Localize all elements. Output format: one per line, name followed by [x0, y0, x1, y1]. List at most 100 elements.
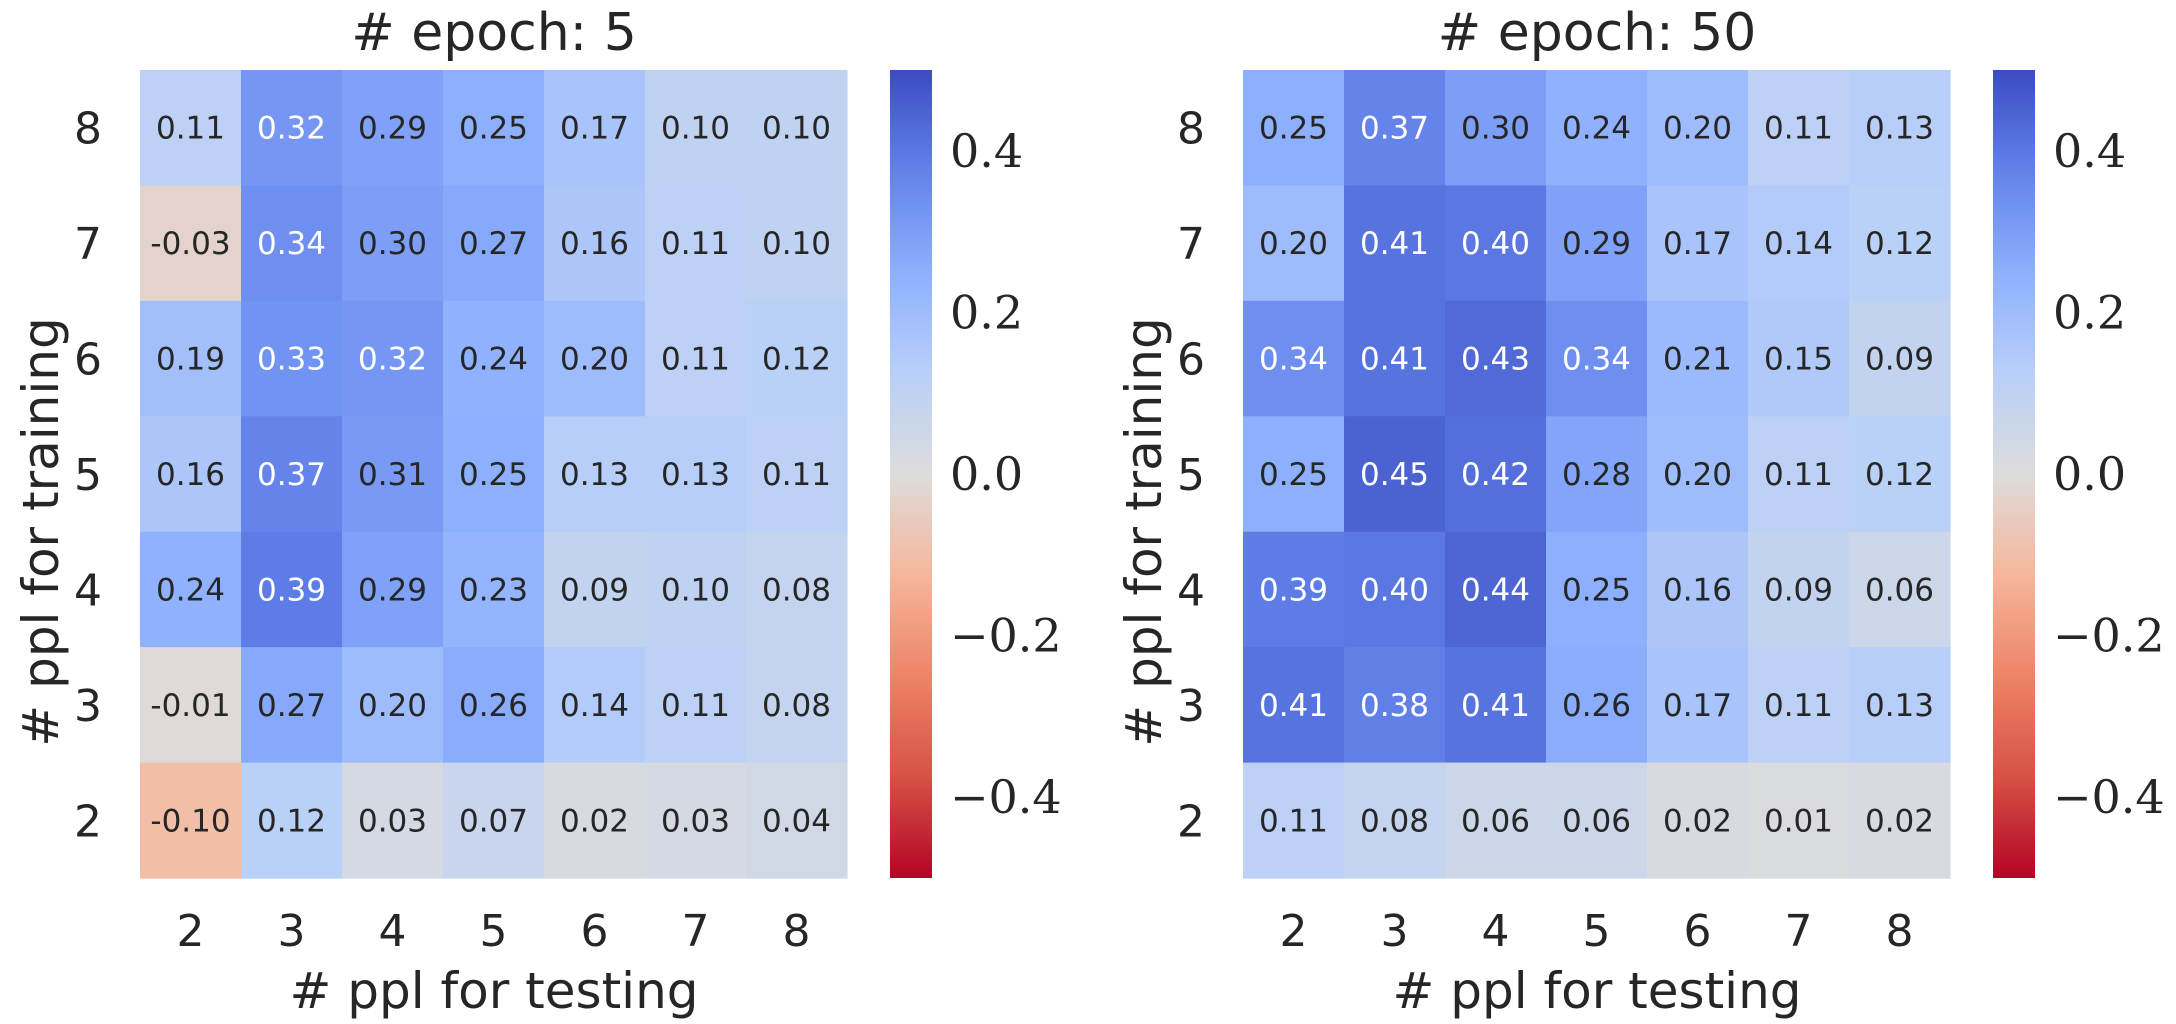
cell-value-label: 0.02: [1865, 803, 1934, 839]
y-tick-label: 4: [1177, 565, 1205, 616]
heatmap-cell: [544, 762, 646, 879]
heatmap-cell: [1243, 70, 1345, 187]
heatmap-cell: [140, 647, 242, 764]
cell-value-label: 0.06: [1461, 803, 1530, 839]
heatmap-cell: [746, 647, 848, 764]
colorbar-tick-label: −0.2: [2053, 609, 2165, 663]
cell-value-label: 0.20: [1663, 457, 1732, 493]
cell-value-label: 0.26: [1562, 688, 1631, 724]
x-tick-labels: 2 3 4 5 6 7 8: [177, 906, 811, 957]
cell-value-label: 0.16: [156, 457, 225, 493]
cell-value-label: 0.23: [459, 572, 528, 608]
heatmap-cells: 0.25 0.37 0.30 0.24 0.20 0.11 0.13 0.20 0.41 0.40…: [1243, 70, 1951, 879]
colorbar-ticks: 0.4 0.2 0.0 −0.2 −0.4: [2053, 124, 2165, 824]
cell-value-label: 0.24: [459, 342, 528, 378]
y-tick-label: 6: [1177, 335, 1205, 386]
x-tick-label: 8: [1886, 906, 1914, 957]
cell-value-label: 0.12: [257, 803, 326, 839]
heatmap-cell: [645, 416, 747, 533]
heatmap-cell: [443, 70, 545, 187]
cell-value-label: 0.20: [1259, 226, 1328, 262]
cell-value-label: 0.13: [661, 457, 730, 493]
heatmap-cell: [342, 647, 444, 764]
cell-value-label: 0.17: [1663, 226, 1732, 262]
panel-title: # epoch: 50: [1438, 3, 1757, 63]
heatmap-cell: [1748, 70, 1850, 187]
heatmap-cell: [645, 647, 747, 764]
heatmap-cell: [1546, 70, 1648, 187]
heatmap-cell: [1748, 531, 1850, 648]
cell-value-label: 0.25: [1562, 572, 1631, 608]
cell-value-label: 0.40: [1461, 226, 1530, 262]
cell-value-label: 0.08: [1360, 803, 1429, 839]
cell-value-label: 0.07: [459, 803, 528, 839]
y-tick-labels: 8 7 6 5 4 3 2: [74, 104, 102, 848]
cell-value-label: 0.41: [1461, 688, 1530, 724]
cell-value-label: 0.01: [1764, 803, 1833, 839]
cell-value-label: 0.02: [560, 803, 629, 839]
cell-value-label: 0.19: [156, 342, 225, 378]
heatmap-cell: [1546, 531, 1648, 648]
cell-value-label: 0.06: [1865, 572, 1934, 608]
cell-value-label: 0.30: [358, 226, 427, 262]
heatmap-cell: [241, 185, 343, 302]
heatmap-cell: [1849, 762, 1951, 879]
cell-value-label: 0.14: [1764, 226, 1833, 262]
cell-value-label: 0.26: [459, 688, 528, 724]
cell-value-label: 0.25: [1259, 111, 1328, 147]
heatmap-cell: [1647, 762, 1749, 879]
cell-value-label: 0.11: [1259, 803, 1328, 839]
cell-value-label: 0.27: [257, 688, 326, 724]
heatmap-cells: 0.11 0.32 0.29 0.25 0.17 0.10 0.10 -0.03 0.34 0.3…: [140, 70, 848, 879]
heatmap-cell: [1748, 185, 1850, 302]
cell-value-label: 0.41: [1360, 226, 1429, 262]
heatmap-cell: [645, 185, 747, 302]
heatmap-panel-epoch-5: # epoch: 5 0.11 0.32 0.29 0.25 0.17 0.10 0.10-…: [12, 3, 1062, 1020]
heatmap-cell: [645, 70, 747, 187]
cell-value-label: 0.02: [1663, 803, 1732, 839]
colorbar-tick-label: 0.4: [950, 124, 1023, 178]
cell-value-label: -0.10: [150, 803, 230, 839]
cell-value-label: 0.24: [156, 572, 225, 608]
x-axis-label: # ppl for testing: [1392, 962, 1801, 1020]
heatmap-cell: [1647, 416, 1749, 533]
x-tick-label: 2: [1280, 906, 1308, 957]
heatmap-cell: [645, 531, 747, 648]
cell-value-label: 0.10: [661, 572, 730, 608]
heatmap-cell: [1647, 185, 1749, 302]
cell-value-label: 0.11: [1764, 688, 1833, 724]
heatmap-cell: [1445, 416, 1547, 533]
cell-value-label: 0.20: [560, 342, 629, 378]
cell-value-label: 0.17: [560, 111, 629, 147]
cell-value-label: 0.24: [1562, 111, 1631, 147]
heatmap-cell: [1849, 185, 1951, 302]
cell-value-label: 0.06: [1562, 803, 1631, 839]
cell-value-label: -0.03: [150, 226, 230, 262]
x-tick-label: 4: [1482, 906, 1510, 957]
y-tick-label: 7: [74, 219, 102, 270]
cell-value-label: 0.09: [1865, 342, 1934, 378]
colorbar-tick-label: 0.0: [2053, 447, 2126, 501]
cell-value-label: 0.37: [1360, 111, 1429, 147]
heatmap-cell: [342, 300, 444, 417]
cell-value-label: 0.12: [762, 342, 831, 378]
y-tick-label: 6: [74, 335, 102, 386]
heatmap-cell: [1445, 647, 1547, 764]
cell-value-label: 0.25: [459, 457, 528, 493]
heatmap-cell: [1344, 531, 1446, 648]
y-tick-label: 4: [74, 565, 102, 616]
heatmap-cell: [1243, 531, 1345, 648]
cell-value-label: 0.27: [459, 226, 528, 262]
cell-value-label: 0.17: [1663, 688, 1732, 724]
cell-value-label: 0.25: [1259, 457, 1328, 493]
y-axis-label: # ppl for training: [1115, 317, 1173, 746]
cell-value-label: 0.34: [1259, 342, 1328, 378]
heatmap-cell: [1748, 416, 1850, 533]
y-tick-label: 2: [74, 796, 102, 847]
cell-value-label: 0.25: [459, 111, 528, 147]
x-tick-label: 4: [379, 906, 407, 957]
cell-value-label: 0.11: [1764, 457, 1833, 493]
cell-value-label: 0.11: [1764, 111, 1833, 147]
heatmap-cell: [746, 762, 848, 879]
heatmap-cell: [342, 70, 444, 187]
